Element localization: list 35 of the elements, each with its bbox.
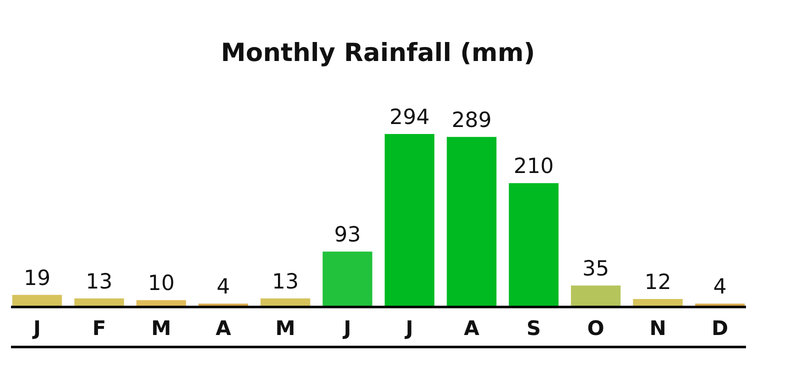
bar [384,134,434,306]
bar [508,183,559,306]
data-label: 12 [644,270,672,294]
bar [260,298,310,306]
data-label: 19 [24,266,50,290]
data-label: 35 [582,256,610,281]
data-label: 210 [514,154,554,178]
data-label: 13 [272,269,299,294]
chart-title: Monthly Rainfall (mm) [220,38,536,67]
x-tick-label: J [342,316,352,340]
x-tick-label: A [464,316,480,340]
bar [570,286,621,306]
data-label: 294 [389,105,430,129]
x-tick-label: D [712,316,728,340]
bar [322,252,372,306]
data-label: 10 [148,271,175,296]
bar [633,298,683,306]
data-label: 13 [86,269,113,294]
x-tick-label: J [404,316,414,340]
x-tick-label: O [587,316,604,340]
bar [136,300,186,306]
bar [74,298,124,306]
x-tick-label: A [216,316,232,340]
data-label: 4 [216,274,230,299]
x-tick-label: N [649,316,666,340]
x-tick-label: J [31,316,41,340]
data-label: 93 [334,222,361,247]
data-label: 289 [452,108,492,132]
x-tick-label: S [526,316,541,340]
bar [446,136,496,306]
x-tick-label: M [275,316,296,340]
x-tick-label: F [92,316,106,340]
x-tick-label: M [151,316,172,340]
bar [12,294,62,306]
data-label: 4 [713,274,727,299]
